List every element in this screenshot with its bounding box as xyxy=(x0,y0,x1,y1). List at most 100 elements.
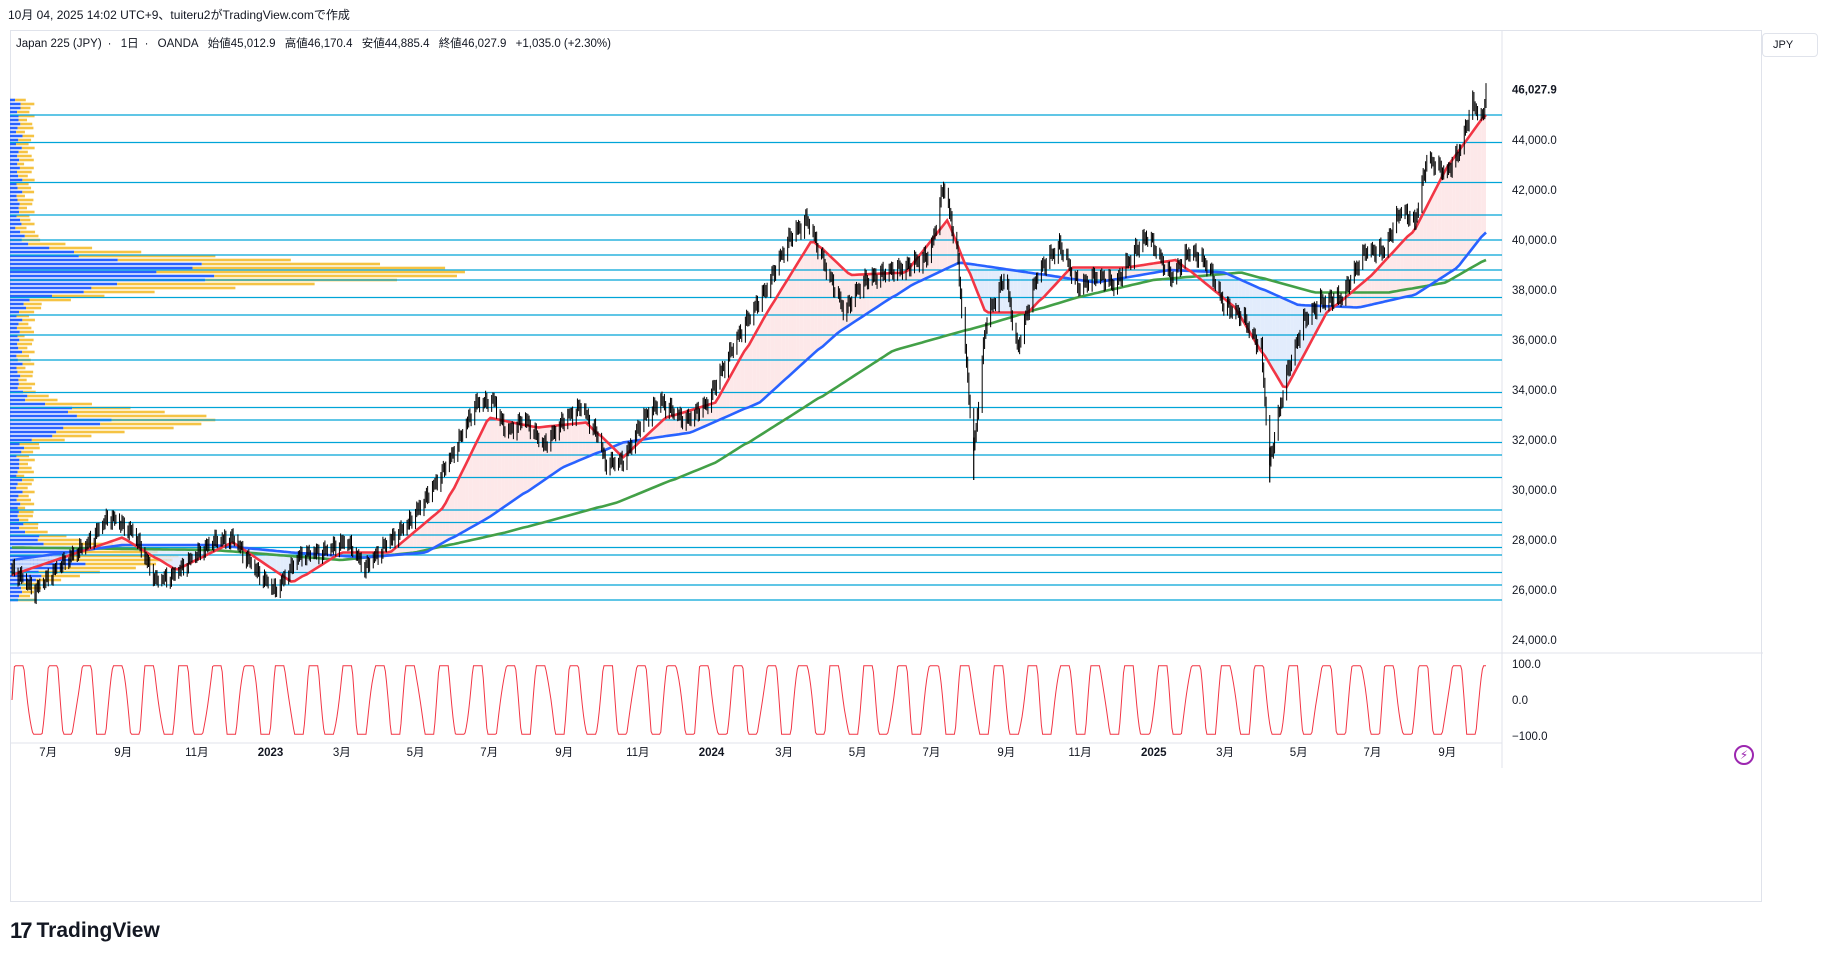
currency-button[interactable]: JPY xyxy=(1762,33,1818,57)
volume-bar-up xyxy=(10,334,18,338)
volume-bar-down xyxy=(18,346,28,350)
price-tick-label: 24,000.0 xyxy=(1512,635,1557,647)
volume-bar-down xyxy=(52,294,105,298)
volume-bar-up xyxy=(10,458,20,462)
volume-bar-down xyxy=(19,166,34,170)
ma-fill-segment xyxy=(553,425,557,474)
volume-bar-up xyxy=(10,378,19,382)
volume-bar-up xyxy=(10,294,53,298)
ma-fill-segment xyxy=(785,277,789,380)
ma-fill-segment xyxy=(1385,256,1390,302)
volume-bar-down xyxy=(78,254,216,258)
time-tick-label: 5月 xyxy=(407,747,425,759)
ma-fill-segment xyxy=(803,248,807,363)
ma-fill-segment xyxy=(438,508,443,546)
price-tick-label: 26,000.0 xyxy=(1512,585,1557,597)
ma-fill-segment xyxy=(947,220,951,269)
volume-bar-up xyxy=(10,218,21,222)
volume-bar-up xyxy=(10,130,17,134)
tradingview-logo[interactable]: 17 TradingView xyxy=(10,918,160,944)
volume-bar-down xyxy=(67,554,179,558)
volume-bar-up xyxy=(10,102,21,106)
volume-bar-up xyxy=(10,538,38,542)
high-value: 高値46,170.4 xyxy=(284,38,353,50)
volume-bar-down xyxy=(22,478,34,482)
ma-fill-segment xyxy=(1396,244,1401,299)
ma-fill-segment xyxy=(542,426,547,482)
ma-fill-segment xyxy=(936,229,940,274)
volume-bar-down xyxy=(63,566,136,570)
time-tick-label: 7月 xyxy=(1363,747,1381,759)
ma-fill-segment xyxy=(1407,232,1413,297)
ma-fill-segment xyxy=(1392,248,1397,300)
volume-bar-down xyxy=(17,506,26,510)
volume-bar-up xyxy=(10,106,21,110)
snapshot-caption: 10月 04, 2025 14:02 UTC+9、tuiteru2がTradin… xyxy=(8,8,350,22)
price-tick-label: 42,000.0 xyxy=(1512,185,1557,197)
volume-bar-down xyxy=(23,302,42,306)
time-tick-label: 7月 xyxy=(922,747,940,759)
time-tick-label: 9月 xyxy=(1438,747,1456,759)
price-tick-label: 32,000.0 xyxy=(1512,435,1557,447)
ma-fill-segment xyxy=(40,555,45,566)
volume-bar-up xyxy=(10,374,21,378)
ma-fill-segment xyxy=(420,523,424,553)
volume-bar-up xyxy=(10,346,19,350)
volume-bar-up xyxy=(10,234,25,238)
ma-fill-segment xyxy=(873,273,878,310)
volume-bar-down xyxy=(17,162,25,166)
price-axis[interactable]: 24,000.0 26,000.0 28,000.0 30,000.0 32,000.0… xyxy=(1512,84,1557,743)
volume-bar-up xyxy=(10,230,21,234)
time-axis[interactable]: 7月 9月 11月 2023 3月 5月 7月 9月 11月 2024 3月 5月 7月 9月 11月 202… xyxy=(39,747,1456,759)
volume-bar-up xyxy=(10,414,77,418)
volume-bar-down xyxy=(19,442,40,446)
ma-fill-segment xyxy=(749,338,753,408)
ma-fill-segment xyxy=(1080,267,1084,281)
ma-fill-segment xyxy=(1020,271,1025,313)
ma-fill-segment xyxy=(582,422,586,460)
lightning-icon[interactable]: ⚡ xyxy=(1734,745,1754,765)
ma-fill-segment xyxy=(170,545,174,569)
ma-fill-segment xyxy=(1275,294,1280,381)
time-tick-label: 3月 xyxy=(1216,747,1234,759)
volume-bar-down xyxy=(17,386,32,390)
volume-bar-up xyxy=(10,514,18,518)
symbol-legend[interactable]: Japan 225 (JPY) · 1日 · OANDA 始値45,012.9 高値… xyxy=(16,35,617,51)
horizontal-levels xyxy=(10,30,1763,768)
volume-bar-down xyxy=(83,290,155,294)
ma-fill-segment xyxy=(1290,301,1294,381)
ma-fill-segment xyxy=(1009,269,1014,313)
volume-bar-up xyxy=(10,350,23,354)
volume-bar-down xyxy=(16,486,28,490)
volume-bar-up xyxy=(10,490,23,494)
ma-fill-segment xyxy=(733,364,737,414)
symbol-interval: 1日 xyxy=(120,38,139,50)
ma-fill-segment xyxy=(682,411,687,434)
ma-fill-segment xyxy=(1412,227,1416,296)
volume-bar-down xyxy=(17,126,34,130)
volume-bar-down xyxy=(19,462,28,466)
volume-bar-up xyxy=(10,590,23,594)
symbol-broker: OANDA xyxy=(157,38,199,50)
volume-bar-down xyxy=(18,382,36,386)
volume-bar-up xyxy=(10,274,215,278)
volume-bar-up xyxy=(10,542,44,546)
symbol-name: Japan 225 (JPY) xyxy=(16,38,102,50)
ma-fill-segment xyxy=(1448,160,1453,274)
ma-fill-segment xyxy=(1002,268,1007,313)
price-tick-label: 38,000.0 xyxy=(1512,285,1557,297)
volume-bar-down xyxy=(37,538,80,542)
volume-bar-down xyxy=(19,202,33,206)
ma-fill-segment xyxy=(1087,267,1091,282)
volume-bar-down xyxy=(22,362,35,366)
volume-bar-up xyxy=(10,242,29,246)
ma-fill-segment xyxy=(457,473,462,535)
volume-bar-up xyxy=(10,434,53,438)
ma-fill-segment xyxy=(851,274,856,324)
volume-bar-up xyxy=(10,486,17,490)
volume-bar-down xyxy=(22,134,35,138)
volume-bar-down xyxy=(24,446,40,450)
volume-bar-down xyxy=(74,250,142,254)
ma-fill-segment xyxy=(663,417,667,437)
